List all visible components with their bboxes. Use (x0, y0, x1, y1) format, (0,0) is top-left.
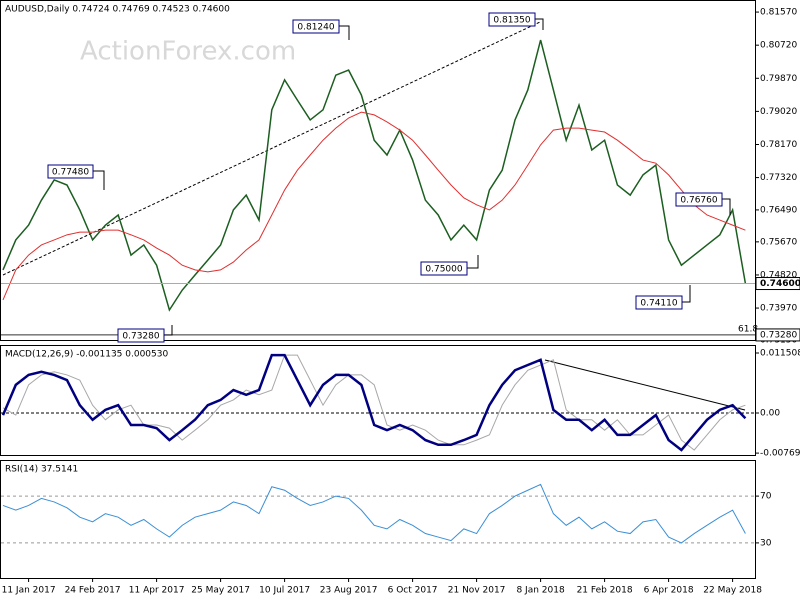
annotation-label: 0.81350 (493, 16, 530, 26)
annotation-connector (339, 25, 350, 40)
y-tick-label: 0.76490 (760, 205, 797, 215)
annotation-box (635, 295, 683, 310)
annotation-connector (722, 198, 731, 215)
y-tick-label: 0.79020 (760, 107, 797, 117)
macd-trend-line (544, 359, 746, 411)
x-tick-label: 11 Apr 2017 (129, 586, 185, 596)
trend-line (2, 21, 541, 276)
y-tick-label: 0.78170 (760, 140, 797, 150)
annotation-label: 0.76760 (680, 196, 717, 206)
annotation-box (47, 164, 94, 179)
x-tick-label: 21 Feb 2018 (577, 586, 633, 596)
annotation-connector (164, 325, 173, 336)
moving-average (2, 111, 746, 301)
y-tick-label: 0.00 (760, 408, 780, 418)
y-tick-label: 0.74820 (760, 270, 797, 280)
fib-box (755, 328, 800, 342)
macd-panel (0, 345, 756, 456)
annotation: 0.74110 (635, 285, 691, 310)
x-tick-label: 24 Feb 2017 (65, 586, 121, 596)
annotation: 0.73280 (117, 325, 173, 343)
annotation-label: 0.74110 (640, 299, 677, 309)
x-tick-label: 11 Jan 2017 (2, 586, 56, 596)
annotation-label: 0.81240 (297, 23, 334, 33)
annotation-label: 0.73280 (122, 332, 159, 342)
x-tick-label: 6 Apr 2018 (644, 586, 694, 596)
macd-line (1, 353, 747, 452)
y-tick-label: 0.79870 (760, 74, 797, 84)
y-tick-label: 0.011508 (760, 348, 800, 358)
fib-name: 61.8 (738, 324, 758, 334)
annotation-label: 0.75000 (425, 265, 462, 275)
last-price-label: 0.74600 (760, 279, 800, 289)
fib-label: 0.73280 (760, 330, 797, 340)
y-tick-label: 0.73970 (760, 304, 797, 314)
annotation-box (420, 261, 468, 276)
watermark: ActionForex.com (80, 37, 296, 67)
x-tick-label: 10 Jul 2017 (259, 586, 310, 596)
annotation-connector (467, 255, 479, 269)
annotation: 0.81240 (292, 19, 350, 40)
chart-title: AUDUSD,Daily 0.74724 0.74769 0.74523 0.7… (5, 5, 230, 15)
annotation-connector (682, 285, 691, 303)
x-tick-label: 6 Oct 2017 (388, 586, 438, 596)
y-tick-label: 0.81570 (760, 8, 797, 18)
annotation-box (117, 328, 165, 343)
annotation-box (292, 19, 340, 34)
rsi-title: RSI(14) 37.5141 (5, 465, 78, 475)
annotation: 0.76760 (675, 192, 731, 215)
y-tick-label: 0.77320 (760, 173, 797, 183)
last-price-box (755, 277, 800, 291)
macd-title: MACD(12,26,9) -0.001135 0.000530 (5, 350, 168, 360)
y-tick-label: 0.80720 (760, 41, 797, 51)
annotation-label: 0.77480 (52, 168, 89, 178)
y-tick-label: 30 (760, 538, 772, 548)
main-panel (0, 0, 756, 341)
annotation: 0.77480 (47, 164, 105, 190)
annotation-connector (93, 170, 105, 190)
y-tick-label: -0.007694 (760, 449, 800, 459)
rsi-panel (0, 460, 756, 579)
signal-line (2, 354, 746, 451)
x-tick-label: 23 Aug 2017 (320, 586, 378, 596)
x-tick-label: 8 Jan 2018 (516, 586, 564, 596)
y-tick-label: 70 (760, 492, 772, 502)
annotation-box (675, 192, 723, 207)
x-tick-label: 25 May 2017 (191, 586, 250, 596)
x-tick-label: 22 May 2018 (703, 586, 762, 596)
x-tick-label: 21 Nov 2017 (448, 586, 506, 596)
annotation-connector (535, 18, 544, 30)
rsi-line (2, 483, 746, 544)
y-tick-label: 0.75670 (760, 237, 797, 247)
price-line (2, 39, 747, 312)
annotation: 0.81350 (488, 12, 544, 30)
annotation: 0.75000 (420, 255, 479, 276)
annotation-box (488, 12, 536, 27)
